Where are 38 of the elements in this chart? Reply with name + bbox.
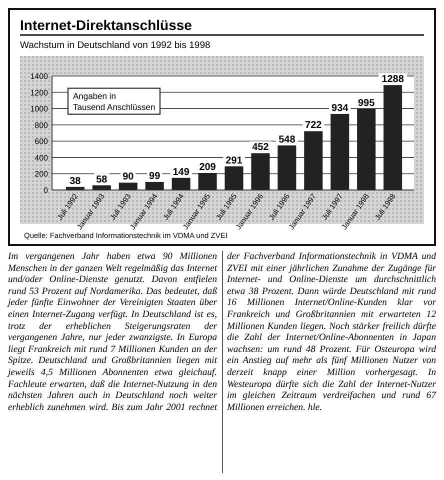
bar	[330, 114, 350, 190]
y-tick-label: 600	[34, 137, 49, 146]
bar	[357, 108, 376, 190]
text: hle.	[308, 402, 322, 413]
bar	[304, 131, 323, 190]
bar	[118, 182, 138, 190]
bar	[92, 185, 111, 190]
y-tick-label: 200	[34, 170, 49, 179]
data-label: 722	[305, 120, 322, 132]
chart-subtitle: Wachstum in Deutschland von 1992 bis 1998	[20, 40, 210, 51]
data-label: 452	[252, 142, 270, 154]
bar	[384, 85, 402, 190]
bar	[66, 186, 84, 190]
data-label: 209	[199, 162, 216, 173]
data-label: 995	[358, 98, 376, 109]
bar	[224, 166, 244, 190]
bar	[278, 145, 296, 190]
data-label: 149	[172, 166, 190, 178]
annotation: Angaben in Tausend Anschlüssen	[73, 91, 156, 112]
bar	[251, 153, 270, 190]
data-label: 934	[332, 102, 349, 114]
data-label: 90	[122, 172, 134, 183]
data-label: 38	[70, 176, 82, 187]
chart-title: Internet-Direktanschlüsse	[20, 17, 192, 33]
y-tick-label: 1400	[30, 72, 49, 81]
y-tick-label: 400	[34, 153, 49, 162]
y-tick-label: 1000	[30, 104, 49, 114]
y-tick-label: 0	[44, 186, 49, 195]
data-label: 291	[226, 155, 243, 166]
bar	[172, 178, 190, 190]
data-label: 99	[149, 170, 161, 182]
y-tick-label: 1200	[30, 88, 49, 98]
data-label: 548	[278, 134, 296, 146]
y-tick-label: 800	[34, 120, 49, 130]
bar	[198, 172, 217, 190]
data-label: 1288	[382, 74, 404, 86]
bar	[145, 182, 164, 190]
data-label: 58	[96, 174, 108, 186]
